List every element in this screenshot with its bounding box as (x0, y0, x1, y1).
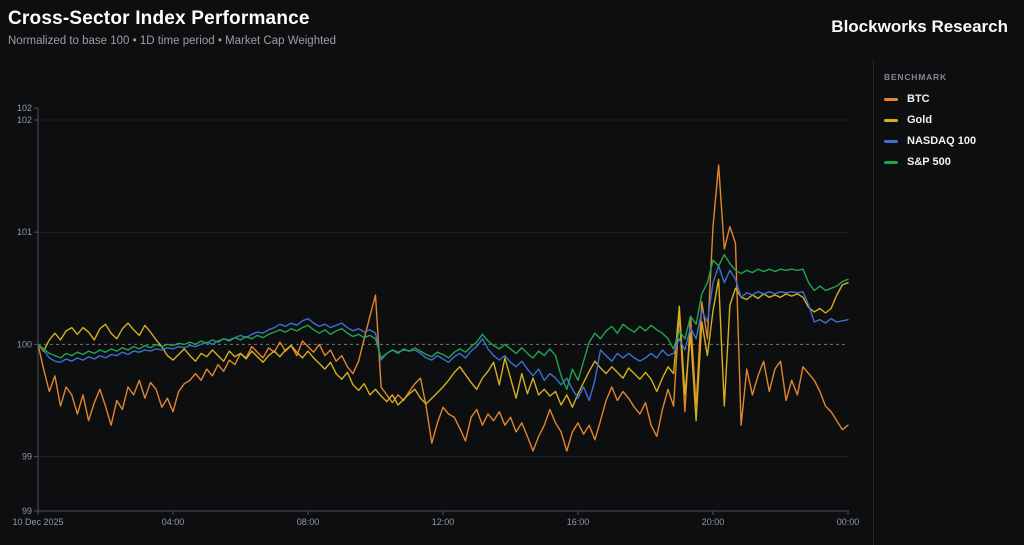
y-tick-label: 102 (17, 103, 32, 113)
x-tick-label: 08:00 (297, 517, 320, 527)
x-tick-label: 00:00 (837, 517, 860, 527)
y-tick-label: 102 (17, 115, 32, 125)
y-tick-label: 99 (22, 452, 32, 462)
legend-item-gold[interactable]: Gold (884, 114, 1023, 126)
x-tick-label: 20:00 (702, 517, 725, 527)
legend-swatch-icon (884, 139, 898, 143)
legend-item-btc[interactable]: BTC (884, 93, 1023, 105)
brand-logo: Blockworks Research (831, 17, 1008, 36)
series-line-s-p-500 (37, 253, 849, 390)
x-tick-label: 16:00 (567, 517, 590, 527)
legend-label: NASDAQ 100 (907, 135, 977, 147)
series-line-nasdaq-100 (37, 265, 849, 402)
legend-label: BTC (907, 93, 930, 105)
page-title: Cross-Sector Index Performance (8, 8, 310, 29)
legend-swatch-icon (884, 160, 898, 164)
y-tick-label: 101 (17, 227, 32, 237)
legend-items: BTC Gold NASDAQ 100 S&P 500 (884, 93, 1023, 168)
legend-item-nasdaq-100[interactable]: NASDAQ 100 (884, 135, 1023, 147)
chart-section: 102 102 101 100 99 99 10 Dec 2025 04:00 08:00 12:… (0, 60, 1024, 545)
x-tick-label: 12:00 (432, 517, 455, 527)
legend-swatch-icon (884, 118, 898, 122)
x-tick-label: 04:00 (162, 517, 185, 527)
series-line-btc (37, 164, 849, 452)
x-tick-label: 10 Dec 2025 (12, 517, 63, 527)
legend-label: S&P 500 (907, 156, 951, 168)
y-tick-label: 100 (17, 339, 32, 349)
page-header: Cross-Sector Index Performance Normalize… (0, 0, 1024, 60)
legend-heading: BENCHMARK (884, 72, 947, 82)
y-tick-label: 99 (22, 506, 32, 516)
legend-panel: BENCHMARK BTC Gold NASDAQ 100 S&P 500 (873, 60, 1023, 545)
page-subtitle: Normalized to base 100 • 1D time period … (8, 35, 337, 47)
legend-item-s-p-500[interactable]: S&P 500 (884, 156, 1023, 168)
legend-swatch-icon (884, 97, 898, 101)
legend-label: Gold (907, 114, 933, 126)
series-line-gold (37, 278, 849, 422)
